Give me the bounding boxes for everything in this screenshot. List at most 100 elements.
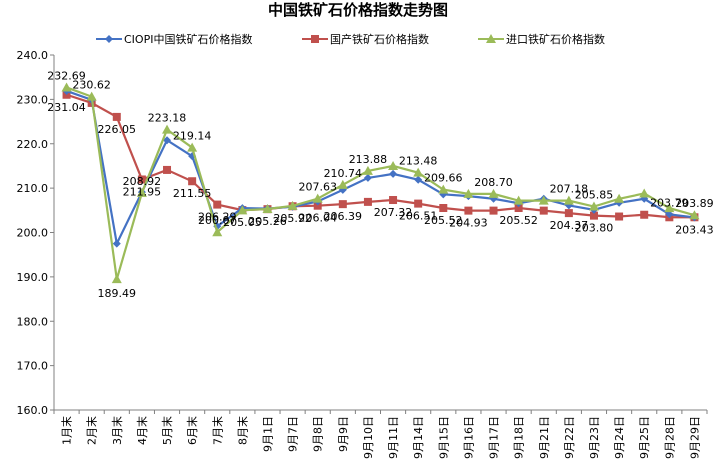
- legend-label-ciopi: CIOPI中国铁矿石价格指数: [124, 32, 252, 46]
- x-tick-label: 9月9日: [337, 416, 350, 452]
- data-label: 205.92: [273, 212, 312, 225]
- x-tick-label: 9月28日: [663, 416, 676, 459]
- legend-item-imported: 进口铁矿石价格指数: [478, 32, 605, 46]
- point-ciopi: [163, 136, 172, 145]
- data-label: 203.43: [675, 223, 714, 236]
- point-imported: [86, 91, 97, 101]
- x-tick-label: 1月末: [60, 416, 74, 445]
- axes: 160.0 170.0 180.0 190.0 200.0 210.0 220.0 230.0…: [17, 49, 708, 459]
- data-label: 203.79: [650, 196, 689, 209]
- y-tick-label: 240.0: [17, 49, 49, 62]
- point-ciopi: [389, 169, 398, 178]
- point-domestic: [338, 200, 347, 209]
- data-label: 207.18: [550, 183, 589, 196]
- point-ciopi: [112, 239, 121, 248]
- x-tick-label: 9月17日: [488, 416, 501, 459]
- point-imported: [362, 165, 373, 175]
- point-ciopi: [363, 173, 372, 182]
- data-label: 200.07: [198, 214, 237, 227]
- data-label: 204.93: [449, 217, 488, 230]
- x-tick-label: 2月末: [85, 416, 99, 445]
- point-imported: [187, 142, 198, 152]
- x-tick-label: 9月22日: [563, 416, 576, 459]
- data-label: 226.05: [98, 123, 137, 136]
- point-domestic: [640, 210, 649, 219]
- data-label: 206.29: [198, 211, 237, 224]
- data-label: 205.05: [223, 216, 262, 229]
- point-imported: [136, 187, 147, 197]
- data-label: 211.95: [123, 185, 162, 198]
- point-domestic: [414, 199, 423, 208]
- data-label: 231.04: [47, 101, 86, 114]
- data-label: 206.04: [298, 212, 337, 225]
- x-tick-label: 9月18日: [513, 416, 526, 459]
- x-tick-label: 9月10日: [362, 416, 375, 459]
- x-tick-label: 9月23日: [588, 416, 601, 459]
- point-imported: [212, 227, 223, 237]
- x-tick-label: 9月21日: [538, 416, 551, 459]
- x-tick-label: 9月24日: [613, 416, 626, 459]
- point-imported: [689, 210, 700, 220]
- point-imported: [513, 195, 524, 205]
- point-domestic: [188, 177, 197, 186]
- x-tick-label: 9月7日: [287, 416, 300, 452]
- point-imported: [538, 195, 549, 205]
- legend-label-domestic: 国产铁矿石价格指数: [330, 32, 429, 46]
- data-label: 206.51: [399, 210, 438, 223]
- series-layer: [61, 82, 700, 284]
- x-tick-label: 8月末: [235, 416, 249, 445]
- point-domestic: [589, 211, 598, 220]
- y-tick-label: 200.0: [17, 227, 49, 240]
- point-imported: [337, 179, 348, 189]
- data-labels: 232.69231.04230.62226.05189.49211.95208.…: [47, 69, 713, 300]
- y-tick-label: 220.0: [17, 138, 49, 151]
- point-domestic: [514, 204, 523, 213]
- y-tick-label: 190.0: [17, 271, 49, 284]
- x-tick-label: 9月8日: [312, 416, 325, 452]
- point-imported: [237, 205, 248, 215]
- point-domestic: [615, 212, 624, 221]
- data-label: 213.48: [399, 155, 438, 168]
- point-imported: [262, 203, 273, 213]
- point-domestic: [213, 200, 222, 209]
- data-label: 205.52: [424, 214, 463, 227]
- chart-title: 中国铁矿石价格指数走势图: [268, 1, 448, 19]
- x-tick-label: 9月14日: [412, 416, 425, 459]
- x-tick-label: 9月15日: [437, 416, 450, 459]
- point-domestic: [163, 165, 172, 174]
- point-imported: [438, 184, 449, 194]
- x-tick-label: 7月末: [210, 416, 224, 445]
- legend-item-ciopi: CIOPI中国铁矿石价格指数: [96, 32, 252, 46]
- data-label: 210.74: [324, 167, 363, 180]
- legend-label-imported: 进口铁矿石价格指数: [506, 32, 605, 46]
- data-label: 209.66: [424, 172, 463, 185]
- x-tick-label: 4月末: [135, 416, 149, 445]
- point-domestic: [564, 209, 573, 218]
- x-tick-label: 9月25日: [638, 416, 651, 459]
- x-tick-label: 9月11日: [387, 416, 400, 459]
- data-label: 206.39: [324, 210, 363, 223]
- x-tick-label: 5月末: [160, 416, 174, 445]
- legend-item-domestic: 国产铁矿石价格指数: [302, 32, 429, 46]
- point-imported: [614, 193, 625, 203]
- data-label: 232.69: [47, 69, 86, 82]
- point-imported: [162, 124, 173, 134]
- point-domestic: [439, 204, 448, 213]
- data-label: 189.49: [98, 287, 137, 300]
- x-tick-label: 3月末: [110, 416, 124, 445]
- data-label: 219.14: [173, 130, 212, 143]
- point-imported: [287, 200, 298, 210]
- point-imported: [563, 195, 574, 205]
- x-tick-label: 9月1日: [261, 416, 274, 452]
- y-tick-label: 210.0: [17, 182, 49, 195]
- series-line-1: [66, 93, 695, 219]
- point-domestic: [112, 112, 121, 121]
- data-label: 205.26: [248, 215, 287, 228]
- data-label: 230.62: [72, 79, 111, 92]
- data-label: 207.63: [298, 181, 337, 194]
- data-label: 211.55: [173, 187, 212, 200]
- x-tick-label: 6月末: [185, 416, 199, 445]
- data-label: 213.88: [349, 153, 388, 166]
- point-domestic: [137, 175, 146, 184]
